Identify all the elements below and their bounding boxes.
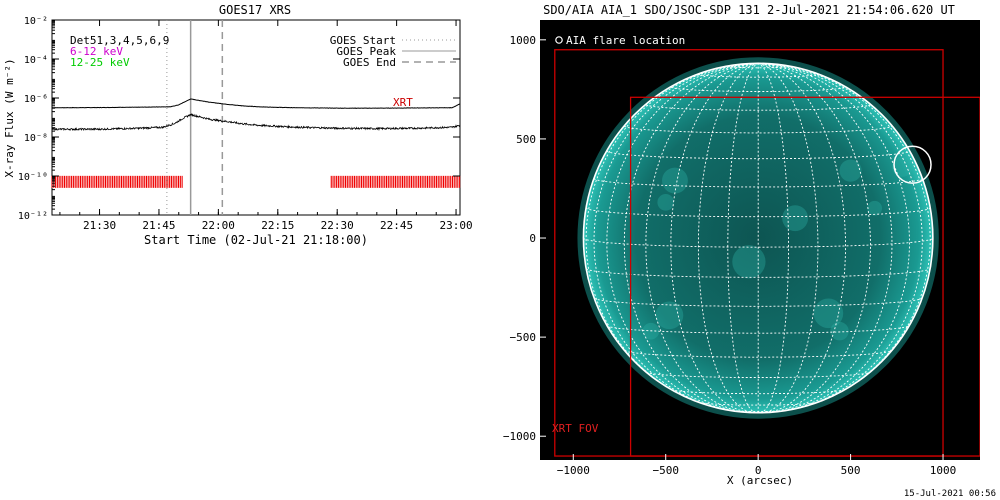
goes-y-tick-label: 10⁻¹² — [18, 211, 48, 222]
active-region-patch — [892, 156, 913, 177]
goes-y-tick-label: 10⁻⁸ — [24, 133, 48, 144]
xrt-fov-box-secondary — [629, 96, 980, 457]
xrt-fov-boxes — [554, 49, 980, 457]
active-region-patch — [839, 159, 862, 182]
longitude-line — [606, 63, 759, 413]
goes-x-tick-label: 22:00 — [202, 219, 235, 232]
aia-x-axis-label: X (arcsec) — [727, 474, 793, 487]
longitude-line — [645, 63, 759, 413]
latitude-line — [593, 297, 923, 307]
longitude-line — [697, 63, 759, 414]
aia-x-tick-label: −1000 — [557, 464, 590, 477]
aia-x-tick-label: 500 — [841, 464, 861, 477]
goes-y-tick-label: 10⁻² — [24, 16, 48, 27]
active-region-patch — [732, 245, 766, 279]
goes-x-tick-label: 22:15 — [261, 219, 294, 232]
longitude-line — [758, 63, 789, 414]
latitude-line — [670, 86, 846, 92]
aia-y-axis: −1000 −500 0 500 1000 — [503, 34, 546, 443]
solar-limb-glow — [577, 57, 939, 419]
longitude-line — [758, 63, 923, 411]
goes-y-tick-label: 10⁻⁴ — [24, 55, 48, 66]
latitude-line — [727, 65, 789, 69]
goes-peak-legend-label: GOES Peak — [336, 45, 396, 58]
plot-timestamp: 15-Jul-2021 00:56 — [904, 489, 996, 499]
aia-x-tick-label: 0 — [755, 464, 762, 477]
longitude-line — [593, 63, 759, 411]
goes-series-group — [51, 98, 461, 132]
latitude-line — [624, 350, 892, 358]
flare-legend-marker — [555, 36, 563, 44]
goes-x-tick-label: 21:45 — [142, 219, 175, 232]
goes-xrs-chart: GOES17 XRS 21:30 21:45 22:00 22:15 22:30 22:4… — [3, 3, 473, 247]
flare-legend-label: AIA flare location — [566, 34, 685, 47]
goes-y-axis-label: X-ray Flux (W m⁻²) — [3, 58, 16, 177]
longitude-line — [758, 63, 871, 413]
goes-x-tick-label: 23:00 — [439, 219, 472, 232]
aia-x-axis: −1000 −500 0 500 1000 — [557, 454, 957, 477]
latitude-line — [606, 325, 910, 334]
goes-start-legend-label: GOES Start — [330, 34, 396, 47]
active-region-patch — [830, 321, 849, 341]
low-energy-legend-label: 6-12 keV — [70, 45, 123, 58]
aia-chart-title: SDO/AIA AIA_1 SDO/JSOC-SDP 131 2-Jul-202… — [543, 3, 955, 17]
aia-x-tick-label: 1000 — [930, 464, 957, 477]
longitude-line — [758, 63, 910, 413]
active-region-patch — [662, 167, 688, 194]
aia-y-tick-label: 0 — [529, 232, 536, 245]
xrt-fov-label: XRT FOV — [552, 422, 599, 435]
det-legend-label: Det51,3,4,5,6,9 — [70, 34, 169, 47]
goes-x-tick-label: 22:30 — [321, 219, 354, 232]
goes-short-channel-line — [51, 113, 461, 132]
active-region-patch — [813, 298, 844, 329]
goes-x-axis: 21:30 21:45 22:00 22:15 22:30 22:45 23:00 — [59, 20, 473, 232]
longitude-line — [758, 63, 819, 414]
longitude-line — [727, 63, 759, 414]
xrt-coverage-bars — [51, 175, 461, 188]
solar-disk — [583, 63, 933, 413]
goes-event-lines — [166, 20, 224, 215]
goes-end-legend-label: GOES End — [343, 56, 396, 69]
active-region-patch — [782, 205, 809, 232]
goes-long-channel-line — [51, 98, 460, 109]
goes-x-axis-label: Start Time (02-Jul-21 21:18:00) — [144, 233, 368, 247]
high-energy-legend-label: 12-25 keV — [70, 56, 130, 69]
aia-y-tick-label: 500 — [516, 133, 536, 146]
longitude-line — [623, 63, 759, 413]
xrt-series-label: XRT — [393, 96, 413, 109]
aia-x-tick-label: −500 — [652, 464, 679, 477]
active-region-patch — [657, 194, 675, 211]
longitude-line — [758, 63, 893, 413]
longitude-line — [670, 63, 759, 414]
goes-y-tick-label: 10⁻¹⁰ — [18, 172, 48, 183]
flare-location-circle — [893, 145, 932, 184]
goes-x-tick-label: 21:30 — [83, 219, 116, 232]
aia-y-tick-label: −1000 — [503, 430, 536, 443]
goes-y-axis: 10⁻¹² 10⁻¹⁰ 10⁻⁸ 10⁻⁶ 10⁻⁴ 10⁻² — [18, 16, 460, 222]
latitude-line — [697, 73, 819, 78]
longitude-line — [758, 63, 846, 414]
goes-x-tick-label: 22:45 — [380, 219, 413, 232]
latitude-line — [645, 371, 871, 378]
active-region-patch — [867, 200, 883, 216]
latitude-line — [585, 268, 931, 278]
aia-y-tick-label: 1000 — [510, 34, 537, 47]
goes-y-tick-label: 10⁻⁶ — [24, 94, 48, 105]
heliographic-grid — [582, 63, 934, 414]
aia-image-chart: SDO/AIA AIA_1 SDO/JSOC-SDP 131 2-Jul-202… — [503, 3, 996, 499]
solar-limb — [582, 62, 934, 414]
aia-y-tick-label: −500 — [510, 331, 537, 344]
latitude-line — [645, 104, 871, 111]
goes-chart-title: GOES17 XRS — [219, 3, 291, 17]
